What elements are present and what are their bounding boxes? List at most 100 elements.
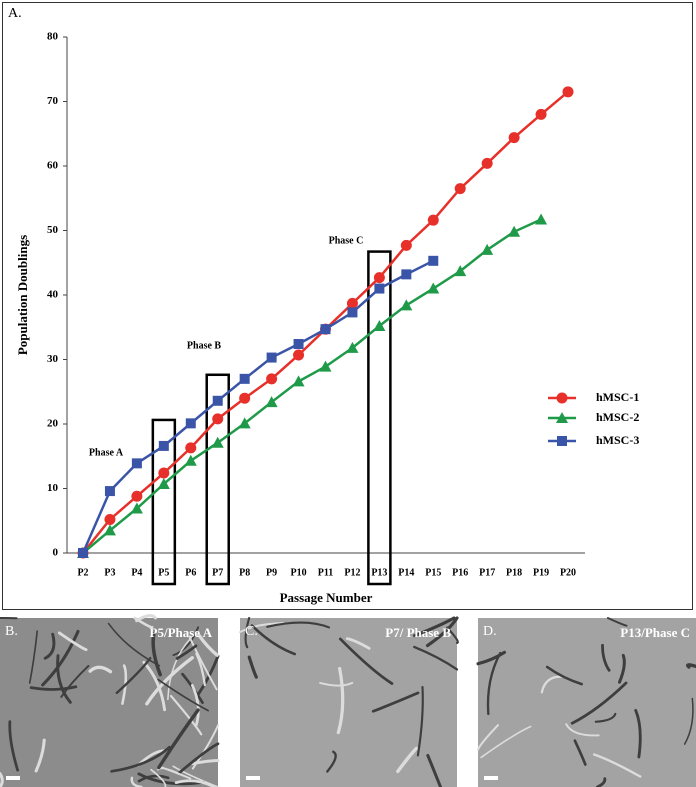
cell (413, 645, 459, 671)
cell (413, 616, 456, 638)
x-tick-label: P16 (452, 567, 468, 578)
cell (167, 636, 193, 701)
cell (476, 724, 499, 751)
x-tick-label: P9 (266, 567, 277, 578)
cell (244, 616, 251, 649)
point (535, 108, 547, 120)
y-tick-label: 50 (47, 224, 59, 236)
cell (250, 624, 297, 656)
point (373, 272, 385, 284)
cell (145, 656, 194, 706)
phase-box (367, 250, 392, 586)
x-tick-label: P13 (371, 567, 387, 578)
cell (319, 681, 354, 687)
x-tick-label: P15 (425, 567, 441, 578)
cell (121, 664, 128, 705)
point (158, 440, 169, 451)
scale-bar (246, 776, 260, 780)
x-tick-label: P11 (318, 567, 334, 578)
y-tick-label: 20 (47, 418, 59, 430)
cell (172, 626, 200, 657)
micrograph: D. P13/Phase C (476, 617, 696, 787)
point (158, 467, 170, 479)
x-tick-label: P5 (158, 567, 169, 578)
point (508, 225, 521, 237)
x-tick-label: P14 (398, 567, 414, 578)
point (292, 375, 305, 387)
x-axis-label: Passage Number (280, 590, 373, 605)
cell (178, 742, 220, 775)
cell (486, 651, 502, 716)
cell (480, 725, 532, 759)
point (211, 436, 224, 448)
cell (115, 657, 152, 695)
point (239, 392, 251, 404)
x-tick-label: P19 (533, 567, 549, 578)
cell (371, 691, 420, 713)
cell (570, 681, 628, 725)
scale-bar (6, 776, 20, 780)
cell (28, 630, 39, 684)
cell (326, 750, 337, 773)
series-line (82, 90, 569, 554)
y-tick-label: 40 (47, 289, 59, 301)
cell (239, 622, 284, 634)
cell (601, 643, 611, 672)
point (454, 265, 467, 277)
cell (595, 777, 607, 787)
cell (151, 632, 162, 677)
point (319, 360, 332, 372)
point (347, 307, 358, 318)
cell (266, 621, 331, 629)
legend-label: hMSC-2 (596, 410, 639, 424)
point (293, 339, 304, 350)
point (556, 412, 568, 423)
cell (606, 617, 628, 627)
cell (150, 768, 167, 787)
point (238, 417, 251, 429)
point (557, 436, 567, 446)
cell (618, 653, 626, 684)
point (346, 341, 359, 353)
point (157, 477, 170, 489)
point (428, 255, 439, 266)
point (266, 352, 277, 363)
cell (107, 622, 161, 667)
point (535, 213, 548, 225)
point (481, 243, 494, 255)
point (320, 324, 331, 335)
cell (425, 616, 459, 648)
phase-label: Phase B (187, 340, 222, 351)
x-tick-label: P17 (479, 567, 495, 578)
panel-label: A. (8, 6, 22, 21)
cell (565, 723, 600, 737)
micrograph: B. P5/Phase A (0, 614, 220, 787)
cell (195, 652, 206, 687)
micrograph-bg (0, 618, 218, 787)
cell (157, 708, 200, 770)
scale-bar (484, 776, 498, 780)
cell (573, 739, 587, 766)
cell (135, 614, 157, 623)
panel-label: B. (5, 624, 18, 639)
panel-caption: P13/Phase C (620, 625, 690, 640)
panel-label: D. (483, 624, 497, 639)
point (78, 548, 88, 558)
panel-frame (2, 2, 693, 610)
cell (396, 746, 419, 774)
phase-label: Phase C (329, 235, 364, 246)
y-tick-label: 70 (47, 95, 59, 107)
point (104, 486, 115, 497)
point (293, 349, 305, 361)
cell (41, 629, 80, 687)
y-tick-label: 30 (47, 353, 59, 365)
phase-box (151, 418, 177, 586)
point (266, 373, 278, 385)
cell (197, 633, 219, 657)
cell (56, 654, 72, 704)
phase-label: Phase A (89, 447, 124, 458)
point (556, 392, 568, 404)
point (185, 418, 196, 429)
point (104, 513, 116, 525)
cell (157, 678, 210, 712)
